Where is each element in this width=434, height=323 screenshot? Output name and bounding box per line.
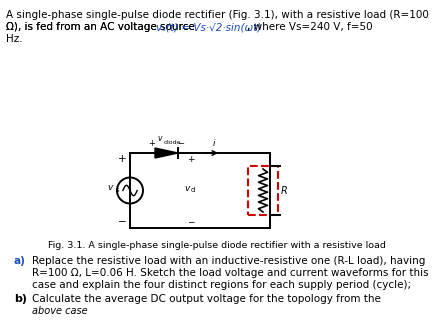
- Text: −: −: [177, 139, 184, 148]
- Text: b): b): [14, 294, 27, 304]
- Text: R: R: [280, 185, 287, 195]
- Bar: [247, 166, 277, 215]
- Polygon shape: [155, 148, 178, 158]
- Text: −: −: [187, 217, 194, 226]
- Text: +: +: [148, 139, 155, 148]
- Text: A single-phase single-pulse diode rectifier (Fig. 3.1), with a resistive load (R: A single-phase single-pulse diode rectif…: [6, 10, 428, 20]
- Text: Replace the resistive load with an inductive-resistive one (R-L load), having: Replace the resistive load with an induc…: [32, 256, 424, 266]
- Text: Ω), is fed from an AC voltage source: Ω), is fed from an AC voltage source: [6, 22, 197, 32]
- Text: d: d: [191, 187, 195, 193]
- Text: R=100 Ω, L=0.06 H. Sketch the load voltage and current waveforms for this: R=100 Ω, L=0.06 H. Sketch the load volta…: [32, 268, 427, 278]
- Text: +: +: [118, 154, 126, 164]
- Text: Ω), is fed from an AC voltage source: Ω), is fed from an AC voltage source: [6, 22, 197, 32]
- Text: Fig. 3.1. A single-phase single-pulse diode rectifier with a resistive load: Fig. 3.1. A single-phase single-pulse di…: [48, 241, 385, 250]
- Text: v: v: [157, 134, 161, 143]
- Text: vₛ(t) = Vs·√2·sin(ωt): vₛ(t) = Vs·√2·sin(ωt): [155, 22, 261, 32]
- Text: , where Vs=240 V, f=50: , where Vs=240 V, f=50: [247, 22, 372, 32]
- Text: s: s: [116, 187, 119, 193]
- Text: Ω), is fed from an AC voltage source vₛ(t) = Vs·√2·sin(ωt), where Vs=240 V, f=50: Ω), is fed from an AC voltage source vₛ(…: [6, 22, 429, 32]
- Text: i: i: [212, 139, 215, 148]
- Text: v: v: [184, 184, 190, 193]
- Text: a): a): [14, 256, 26, 266]
- Text: above case: above case: [32, 306, 87, 316]
- Text: −: −: [117, 217, 126, 227]
- Text: +: +: [187, 154, 194, 163]
- Text: Calculate the average DC output voltage for the topology from the: Calculate the average DC output voltage …: [32, 294, 380, 304]
- Text: diode: diode: [163, 140, 181, 145]
- Text: v: v: [107, 183, 113, 192]
- Text: Hz.: Hz.: [6, 34, 23, 44]
- Text: case and explain the four distinct regions for each supply period (cycle);: case and explain the four distinct regio…: [32, 280, 410, 290]
